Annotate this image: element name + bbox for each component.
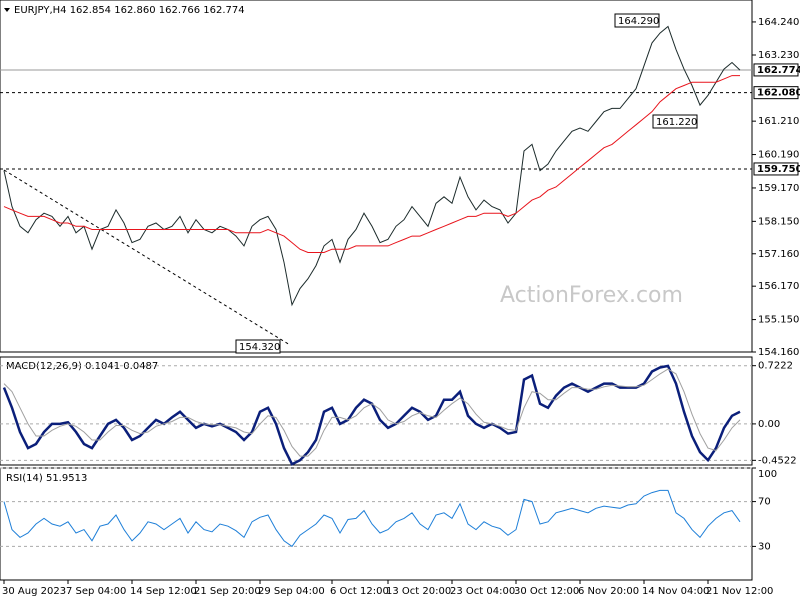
x-tick-label: 23 Oct 04:00: [450, 586, 515, 597]
rsi-panel: [0, 467, 753, 581]
price-label-box: [753, 162, 799, 176]
annotation-box: [235, 339, 281, 354]
y-tick-label: 160.190: [758, 150, 799, 161]
y-tick-label: 70: [758, 497, 771, 508]
y-tick-label: 163.230: [758, 50, 799, 61]
y-tick-label: 154.160: [758, 347, 799, 358]
x-tick-label: 14 Sep 12:00: [130, 586, 197, 597]
x-tick-label: 7 Sep 04:00: [66, 586, 126, 597]
x-tick-label: 30 Aug 2023: [2, 586, 66, 597]
series-line: [3, 75, 740, 253]
trend-line: [3, 169, 291, 346]
annotation-box: [652, 114, 698, 129]
y-tick-label: 155.150: [758, 315, 799, 326]
annotation: 154.320: [239, 342, 280, 353]
y-tick-label: 158.150: [758, 216, 799, 227]
x-tick-label: 6 Oct 12:00: [330, 586, 389, 597]
x-tick-label: 29 Sep 04:00: [258, 586, 325, 597]
price-label: 162.774: [757, 65, 800, 76]
x-tick-label: 14 Nov 04:00: [642, 586, 709, 597]
y-tick-label: 100: [758, 469, 777, 480]
annotation: 164.290: [618, 16, 659, 27]
price-label-box: [753, 63, 799, 77]
macd-title: MACD(12,26,9) 0.1041 0.0487: [6, 361, 158, 372]
y-tick-label: 164.240: [758, 17, 799, 28]
series-line: [3, 489, 741, 548]
y-tick-label: 156.170: [758, 281, 799, 292]
x-tick-label: 30 Oct 12:00: [514, 586, 579, 597]
y-tick-label: 159.170: [758, 183, 799, 194]
x-tick-label: 21 Sep 20:00: [194, 586, 261, 597]
series-line: [2, 364, 741, 466]
y-tick-label: 157.160: [758, 249, 799, 260]
price-label: 159.750: [757, 164, 800, 175]
chart-title: EURJPY,H4 162.854 162.860 162.766 162.77…: [14, 5, 245, 16]
series-line: [3, 368, 741, 457]
watermark: ActionForex.com: [500, 283, 683, 308]
annotation-box: [614, 13, 660, 28]
y-tick-label: -0.4522: [758, 455, 797, 466]
y-tick-label: 161.210: [758, 116, 799, 127]
y-tick-label: 30: [758, 541, 771, 552]
y-tick-label: 0.00: [758, 419, 780, 430]
menu-icon: [4, 8, 10, 12]
price-panel: [0, 0, 753, 353]
macd-panel: [0, 356, 753, 466]
x-tick-label: 6 Nov 20:00: [578, 586, 639, 597]
price-label-box: [753, 86, 799, 100]
price-label: 162.080: [757, 88, 800, 99]
rsi-title: RSI(14) 51.9513: [6, 473, 87, 484]
x-tick-label: 13 Oct 20:00: [386, 586, 451, 597]
x-tick-label: 21 Nov 12:00: [706, 586, 773, 597]
annotation: 161.220: [656, 117, 697, 128]
y-tick-label: 0.7222: [758, 361, 793, 372]
series-line: [3, 25, 741, 307]
